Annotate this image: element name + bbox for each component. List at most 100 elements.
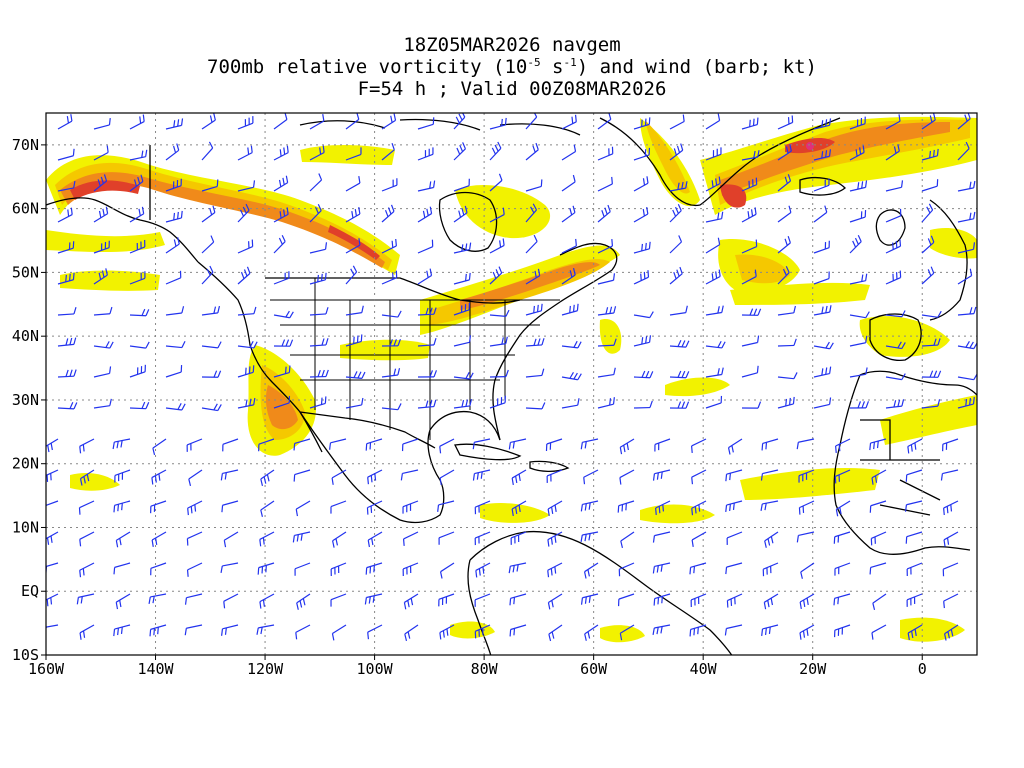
wind-barb: [113, 562, 131, 575]
wind-barb: [489, 207, 505, 223]
wind-barb: [669, 266, 683, 285]
wind-barb: [402, 562, 419, 576]
wind-barb: [57, 402, 78, 410]
wind-barb: [617, 593, 635, 607]
wind-barb: [345, 265, 358, 285]
coastlines-and-borders: [46, 117, 977, 655]
wind-barb: [741, 207, 757, 223]
wind-barb: [547, 500, 563, 516]
wind-barb: [165, 306, 185, 316]
border-us-mexico: [299, 411, 436, 449]
wind-barb: [597, 146, 614, 161]
wind-barb: [669, 114, 685, 130]
wind-barb: [273, 145, 289, 161]
wind-barb: [46, 500, 59, 506]
wind-barb: [654, 438, 671, 452]
wind-barb: [273, 175, 289, 192]
title-field-unit: s: [540, 56, 564, 78]
wind-barb: [942, 438, 959, 452]
wind-barb: [221, 500, 239, 513]
title-exponent-2: -1: [563, 56, 577, 69]
wind-barb: [597, 113, 612, 130]
wind-barb: [93, 117, 111, 130]
wind-barb: [849, 234, 862, 254]
coast-us-east: [492, 301, 561, 441]
wind-barb: [597, 239, 614, 254]
wind-barb: [525, 402, 546, 410]
wind-barb: [220, 562, 239, 573]
wind-barb: [691, 469, 707, 485]
wind-barb: [93, 145, 109, 161]
wind-barb: [705, 147, 722, 161]
wind-barb: [113, 500, 131, 513]
wind-barb: [580, 500, 599, 512]
wind-barb: [345, 238, 361, 254]
wind-barb: [57, 272, 75, 285]
wind-barb: [93, 268, 108, 285]
wind-barb: [417, 117, 435, 130]
wind-barb: [705, 340, 726, 349]
wind-barb: [273, 234, 286, 254]
wind-barb: [296, 593, 311, 610]
wind-barb: [618, 562, 635, 577]
wind-barb: [561, 398, 580, 409]
wind-barb: [489, 309, 510, 317]
wind-barb: [332, 531, 347, 548]
wind-barb: [237, 340, 258, 349]
wind-barb: [292, 531, 311, 543]
wind-barb: [489, 369, 509, 378]
axis-ticks: [41, 144, 923, 660]
wind-barb: [705, 176, 721, 192]
wind-barb: [489, 336, 508, 347]
wind-barb: [885, 208, 902, 223]
wind-barb: [561, 303, 579, 316]
wind-barb: [489, 266, 503, 285]
wind-barb: [741, 308, 762, 316]
wind-barb: [381, 270, 398, 285]
wind-barb: [957, 306, 977, 316]
wind-barb: [165, 270, 182, 285]
wind-barb: [921, 310, 942, 318]
wind-barb: [129, 114, 145, 130]
lon-label: 140W: [137, 660, 174, 678]
wind-barb: [295, 500, 311, 517]
wind-barb: [165, 178, 182, 192]
wind-barb: [365, 562, 383, 575]
wind-barb: [150, 500, 167, 514]
coast-arctic-islands: [299, 118, 581, 136]
wind-barb: [957, 211, 976, 223]
wind-barb: [93, 306, 113, 316]
wind-barb: [129, 174, 144, 192]
wind-barb: [149, 624, 167, 637]
wind-barb: [726, 531, 743, 545]
wind-barb: [545, 438, 563, 452]
wind-barb: [904, 500, 923, 512]
wind-barb: [93, 366, 112, 378]
wind-barb: [633, 117, 651, 130]
wind-barb: [597, 306, 617, 316]
wind-barb: [726, 593, 743, 608]
wind-barb: [921, 113, 936, 130]
wind-barb: [273, 310, 294, 319]
coast-south-america: [467, 530, 733, 655]
wind-barb: [724, 624, 743, 636]
wind-barb: [885, 399, 905, 409]
wind-barb: [669, 143, 684, 161]
wind-barb: [833, 593, 851, 606]
wind-barb: [580, 531, 599, 543]
wind-barb: [330, 562, 347, 576]
wind-barb: [259, 593, 275, 609]
wind-barb: [943, 531, 959, 547]
lat-label: 60N: [12, 200, 39, 218]
wind-barb: [561, 114, 577, 130]
wind-barb: [813, 341, 834, 350]
wind-barb: [184, 624, 203, 636]
wind-barb: [489, 395, 506, 409]
wind-barb: [800, 562, 815, 579]
wind-barb: [547, 593, 563, 610]
wind-barb: [474, 624, 491, 639]
wind-barb: [669, 204, 682, 223]
wind-barb: [79, 438, 95, 454]
plot-frame: [45, 112, 978, 656]
wind-barb: [921, 266, 935, 285]
